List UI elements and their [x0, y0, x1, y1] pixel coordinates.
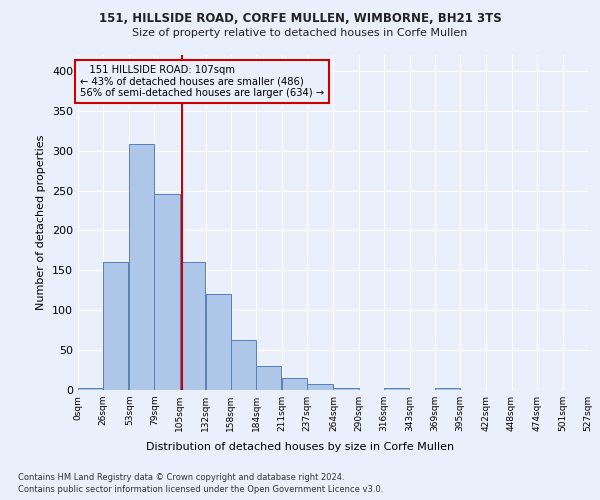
Text: Size of property relative to detached houses in Corfe Mullen: Size of property relative to detached ho… — [133, 28, 467, 38]
Text: Contains public sector information licensed under the Open Government Licence v3: Contains public sector information licen… — [18, 485, 383, 494]
Bar — [103, 262, 128, 390]
Text: 151 HILLSIDE ROAD: 107sqm
← 43% of detached houses are smaller (486)
56% of semi: 151 HILLSIDE ROAD: 107sqm ← 43% of detac… — [80, 64, 324, 98]
Bar — [179, 262, 205, 390]
Bar — [256, 366, 281, 390]
Bar — [384, 388, 409, 390]
Bar — [78, 388, 103, 390]
Bar — [129, 144, 154, 390]
Bar — [231, 340, 256, 390]
Text: 151, HILLSIDE ROAD, CORFE MULLEN, WIMBORNE, BH21 3TS: 151, HILLSIDE ROAD, CORFE MULLEN, WIMBOR… — [98, 12, 502, 26]
Bar — [435, 388, 460, 390]
Bar — [282, 378, 307, 390]
Bar — [307, 384, 332, 390]
Bar — [206, 294, 231, 390]
Bar — [154, 194, 179, 390]
Text: Distribution of detached houses by size in Corfe Mullen: Distribution of detached houses by size … — [146, 442, 454, 452]
Text: Contains HM Land Registry data © Crown copyright and database right 2024.: Contains HM Land Registry data © Crown c… — [18, 472, 344, 482]
Bar — [334, 388, 359, 390]
Y-axis label: Number of detached properties: Number of detached properties — [37, 135, 46, 310]
